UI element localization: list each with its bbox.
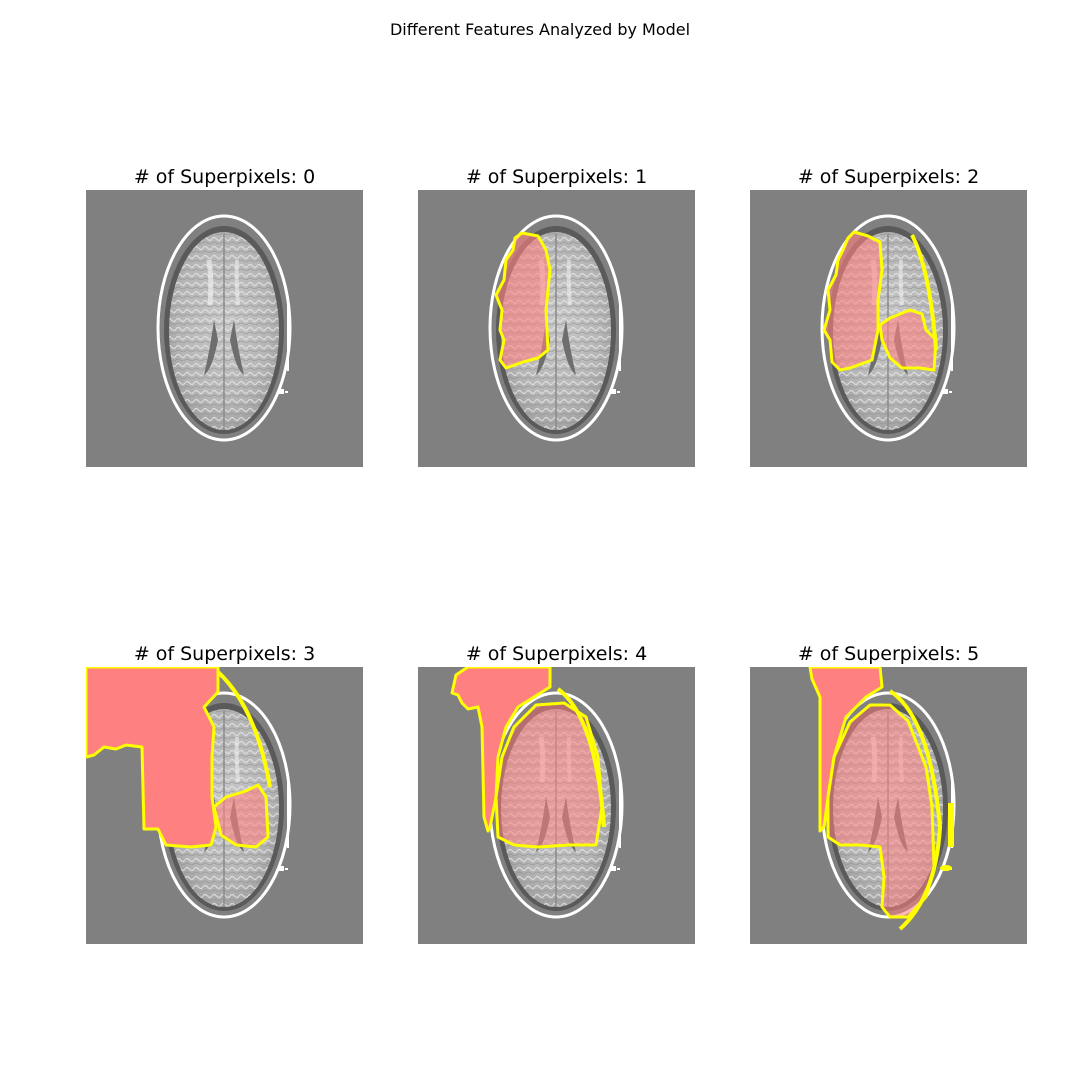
- mri-image-0: [86, 190, 363, 467]
- superpixel-mask-2b: [878, 308, 938, 372]
- panel-3: [86, 667, 363, 944]
- superpixel-mask-2a: [822, 230, 884, 372]
- panel-2: [750, 190, 1027, 467]
- panel-title-3: # of Superpixels: 3: [133, 643, 316, 665]
- panel-title-1: # of Superpixels: 1: [465, 166, 648, 188]
- panel-title-5: # of Superpixels: 5: [797, 643, 980, 665]
- panel-1: [418, 190, 695, 467]
- figure-title: Different Features Analyzed by Model: [389, 20, 691, 39]
- panel-0: [86, 190, 363, 467]
- mri-image-4: [418, 667, 695, 944]
- mri-image-3: [86, 667, 363, 944]
- mri-image-1: [418, 190, 695, 467]
- panel-title-4: # of Superpixels: 4: [465, 643, 648, 665]
- panel-4: [418, 667, 695, 944]
- panel-title-2: # of Superpixels: 2: [797, 166, 980, 188]
- panel-title-0: # of Superpixels: 0: [133, 166, 316, 188]
- mri-image-5: [750, 667, 1027, 944]
- superpixel-mask-1: [494, 231, 552, 370]
- panel-5: [750, 667, 1027, 944]
- superpixel-mask-3b: [212, 783, 270, 849]
- superpixel-mask-3a: [86, 667, 220, 849]
- mri-image-2: [750, 190, 1027, 467]
- superpixel-mask-4a: [450, 667, 552, 833]
